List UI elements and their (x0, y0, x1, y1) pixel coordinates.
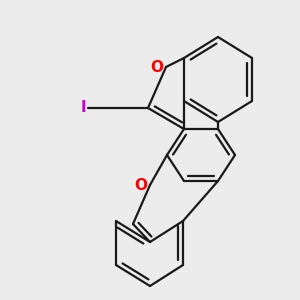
Text: O: O (150, 59, 163, 74)
Text: I: I (80, 100, 86, 116)
Text: O: O (134, 178, 147, 193)
